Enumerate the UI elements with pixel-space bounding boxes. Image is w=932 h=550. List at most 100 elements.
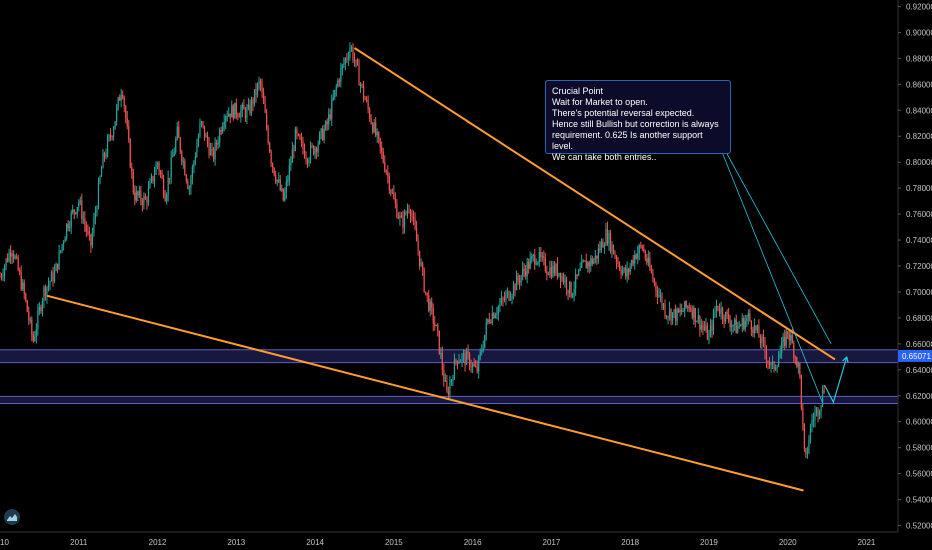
candle-body xyxy=(723,317,725,322)
candle-body xyxy=(625,268,627,277)
candle-body xyxy=(41,300,44,312)
candle-body xyxy=(103,153,106,157)
time-tick-label: 2013 xyxy=(227,538,245,547)
candle-body xyxy=(67,223,69,229)
candle-body xyxy=(117,97,119,108)
candle-body xyxy=(728,313,730,322)
candle-body xyxy=(144,196,147,200)
candle-body xyxy=(559,272,562,281)
candle-body xyxy=(618,263,621,270)
candle-body xyxy=(19,270,21,273)
candle-body xyxy=(818,412,821,416)
candle-body xyxy=(390,190,392,193)
candle-body xyxy=(228,113,230,117)
candle-body xyxy=(32,334,34,341)
candle-body xyxy=(20,272,22,290)
time-tick-label: 2010 xyxy=(0,538,9,547)
candle-body xyxy=(385,170,387,173)
candle-body xyxy=(634,254,636,264)
candle-body xyxy=(378,132,380,139)
candle-body xyxy=(131,167,133,172)
candle-body xyxy=(370,118,372,124)
candle-body xyxy=(219,130,221,143)
candle-body xyxy=(231,105,233,118)
candle-body xyxy=(775,367,777,370)
candle-body xyxy=(608,232,610,244)
candle-body xyxy=(473,363,475,366)
candle-body xyxy=(522,268,524,276)
candle-body xyxy=(241,104,243,111)
candle-body xyxy=(203,125,206,138)
candle-body xyxy=(761,336,763,344)
candle-body xyxy=(387,172,389,176)
candle-body xyxy=(546,271,548,275)
candle-body xyxy=(697,315,699,322)
tradingview-logo-icon[interactable] xyxy=(4,509,20,525)
candle-body xyxy=(50,272,53,282)
candle-body xyxy=(599,248,601,251)
candle-body xyxy=(815,408,818,413)
candle-body xyxy=(823,390,825,393)
candle-body xyxy=(152,176,154,182)
candle-body xyxy=(14,256,16,259)
candle-body xyxy=(629,266,631,273)
candle-body xyxy=(359,84,362,86)
candle-body xyxy=(740,325,742,327)
candle-body xyxy=(476,366,478,372)
candle-body xyxy=(399,215,401,219)
candle-body xyxy=(85,225,87,232)
candle-body xyxy=(235,102,237,115)
candle-body xyxy=(623,268,625,271)
candle-body xyxy=(93,218,95,233)
candle-body xyxy=(509,298,512,300)
candle-body xyxy=(193,162,195,168)
candle-body xyxy=(485,322,487,335)
candle-body xyxy=(59,250,62,252)
candle-body xyxy=(303,149,306,158)
candle-body xyxy=(0,276,1,278)
candle-body xyxy=(446,380,448,392)
candle-body xyxy=(411,216,413,218)
candle-body xyxy=(611,244,613,252)
candle-body xyxy=(75,212,77,214)
candle-body xyxy=(126,118,128,127)
candle-body xyxy=(744,320,746,330)
candle-body xyxy=(572,294,574,297)
annotation-callout[interactable]: Crucial Point Wait for Market to open. T… xyxy=(545,80,731,162)
candle-body xyxy=(243,104,245,110)
candle-body xyxy=(637,252,639,259)
candle-body xyxy=(441,353,443,370)
candle-body xyxy=(793,342,795,358)
time-tick-label: 2017 xyxy=(543,538,561,547)
candle-body xyxy=(688,306,690,309)
candle-body xyxy=(784,336,786,346)
candle-body xyxy=(266,112,268,128)
current-price-label: 0.65071 xyxy=(902,352,931,361)
candle-body xyxy=(455,359,457,361)
candle-body xyxy=(40,307,42,312)
candle-body xyxy=(564,279,566,283)
candle-body xyxy=(326,121,328,125)
candle-body xyxy=(29,319,31,321)
candle-body xyxy=(535,263,537,265)
candle-body xyxy=(382,151,384,163)
candle-body xyxy=(408,210,410,212)
candle-body xyxy=(347,57,350,59)
candle-body xyxy=(662,304,665,306)
candle-body xyxy=(472,363,474,368)
candle-body xyxy=(497,306,499,314)
candle-body xyxy=(163,178,165,195)
candle-body xyxy=(708,334,710,340)
candle-body xyxy=(738,325,740,327)
candle-body xyxy=(585,260,587,269)
candle-body xyxy=(584,260,586,262)
candle-body xyxy=(676,308,678,321)
candle-body xyxy=(185,174,187,182)
candle-body xyxy=(794,357,796,359)
candle-body xyxy=(475,365,477,367)
candle-body xyxy=(25,293,27,301)
candle-body xyxy=(612,244,615,255)
